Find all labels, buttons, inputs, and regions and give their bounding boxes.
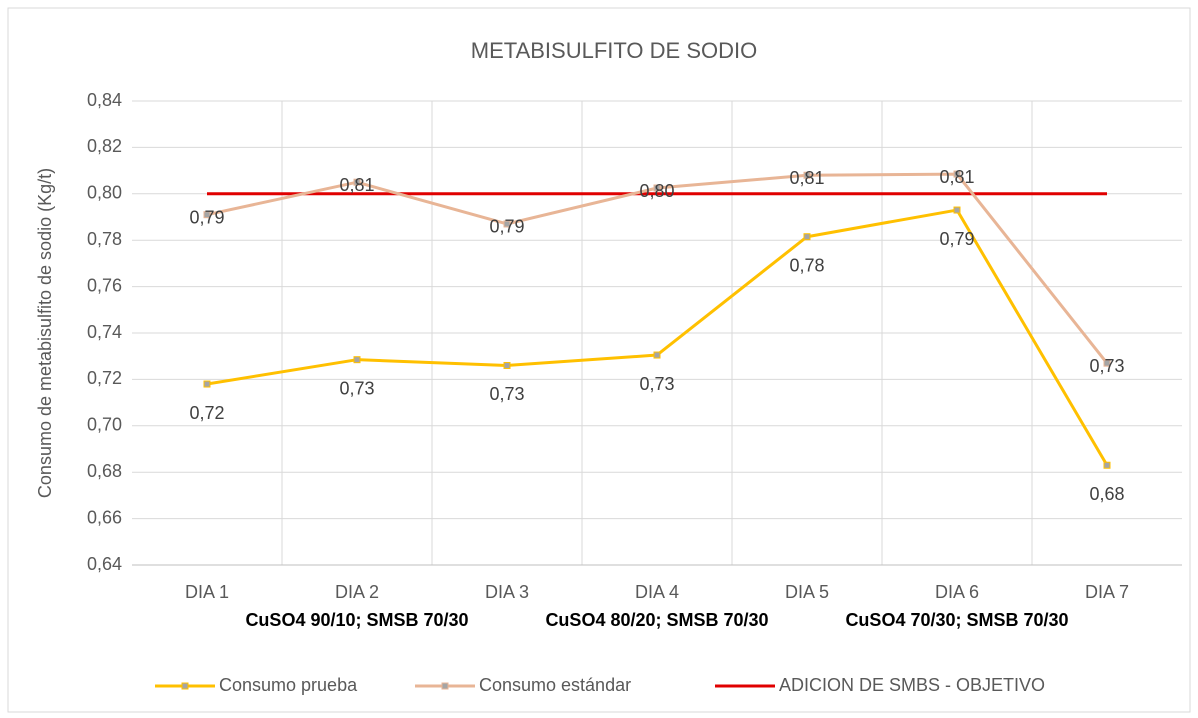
y-tick-label: 0,64 [87,554,122,574]
data-label: 0,72 [189,403,224,423]
y-tick-label: 0,66 [87,507,122,527]
data-label: 0,73 [1089,356,1124,376]
category-group-label: CuSO4 90/10; SMSB 70/30 [245,610,468,630]
data-label: 0,78 [789,255,824,275]
x-tick-label: DIA 7 [1085,582,1129,602]
legend-label: ADICION DE SMBS - OBJETIVO [779,675,1045,695]
point-marker [1103,461,1111,469]
data-label: 0,81 [939,167,974,187]
point-marker [803,233,811,241]
point-marker [353,178,361,186]
point-marker [503,361,511,369]
x-tick-label: DIA 5 [785,582,829,602]
data-label: 0,79 [939,229,974,249]
data-label: 0,80 [639,181,674,201]
data-label: 0,81 [339,175,374,195]
x-tick-label: DIA 4 [635,582,679,602]
point-marker [203,380,211,388]
y-tick-label: 0,68 [87,461,122,481]
legend-label: Consumo prueba [219,675,358,695]
data-label: 0,73 [489,384,524,404]
legend-marker [181,682,189,690]
data-label: 0,68 [1089,484,1124,504]
y-tick-label: 0,76 [87,275,122,295]
point-marker [1103,359,1111,367]
y-tick-label: 0,84 [87,90,122,110]
data-label: 0,81 [789,168,824,188]
point-marker [803,171,811,179]
chart-title: METABISULFITO DE SODIO [471,38,757,63]
category-group-label: CuSO4 80/20; SMSB 70/30 [545,610,768,630]
point-marker [653,351,661,359]
x-tick-label: DIA 2 [335,582,379,602]
point-marker [953,206,961,214]
y-tick-label: 0,78 [87,229,122,249]
data-label: 0,79 [489,217,524,237]
point-marker [953,170,961,178]
x-tick-label: DIA 1 [185,582,229,602]
point-marker [203,211,211,219]
x-tick-label: DIA 6 [935,582,979,602]
data-label: 0,79 [189,207,224,227]
point-marker [653,184,661,192]
y-tick-label: 0,72 [87,368,122,388]
data-label: 0,73 [639,374,674,394]
y-tick-label: 0,82 [87,136,122,156]
data-label: 0,73 [339,378,374,398]
legend-label: Consumo estándar [479,675,631,695]
point-marker [503,220,511,228]
y-tick-label: 0,70 [87,415,122,435]
legend-marker [441,682,449,690]
y-axis-label: Consumo de metabisulfito de sodio (Kg/t) [35,168,55,498]
x-tick-label: DIA 3 [485,582,529,602]
category-group-label: CuSO4 70/30; SMSB 70/30 [845,610,1068,630]
y-tick-label: 0,80 [87,183,122,203]
point-marker [353,356,361,364]
y-tick-label: 0,74 [87,322,122,342]
